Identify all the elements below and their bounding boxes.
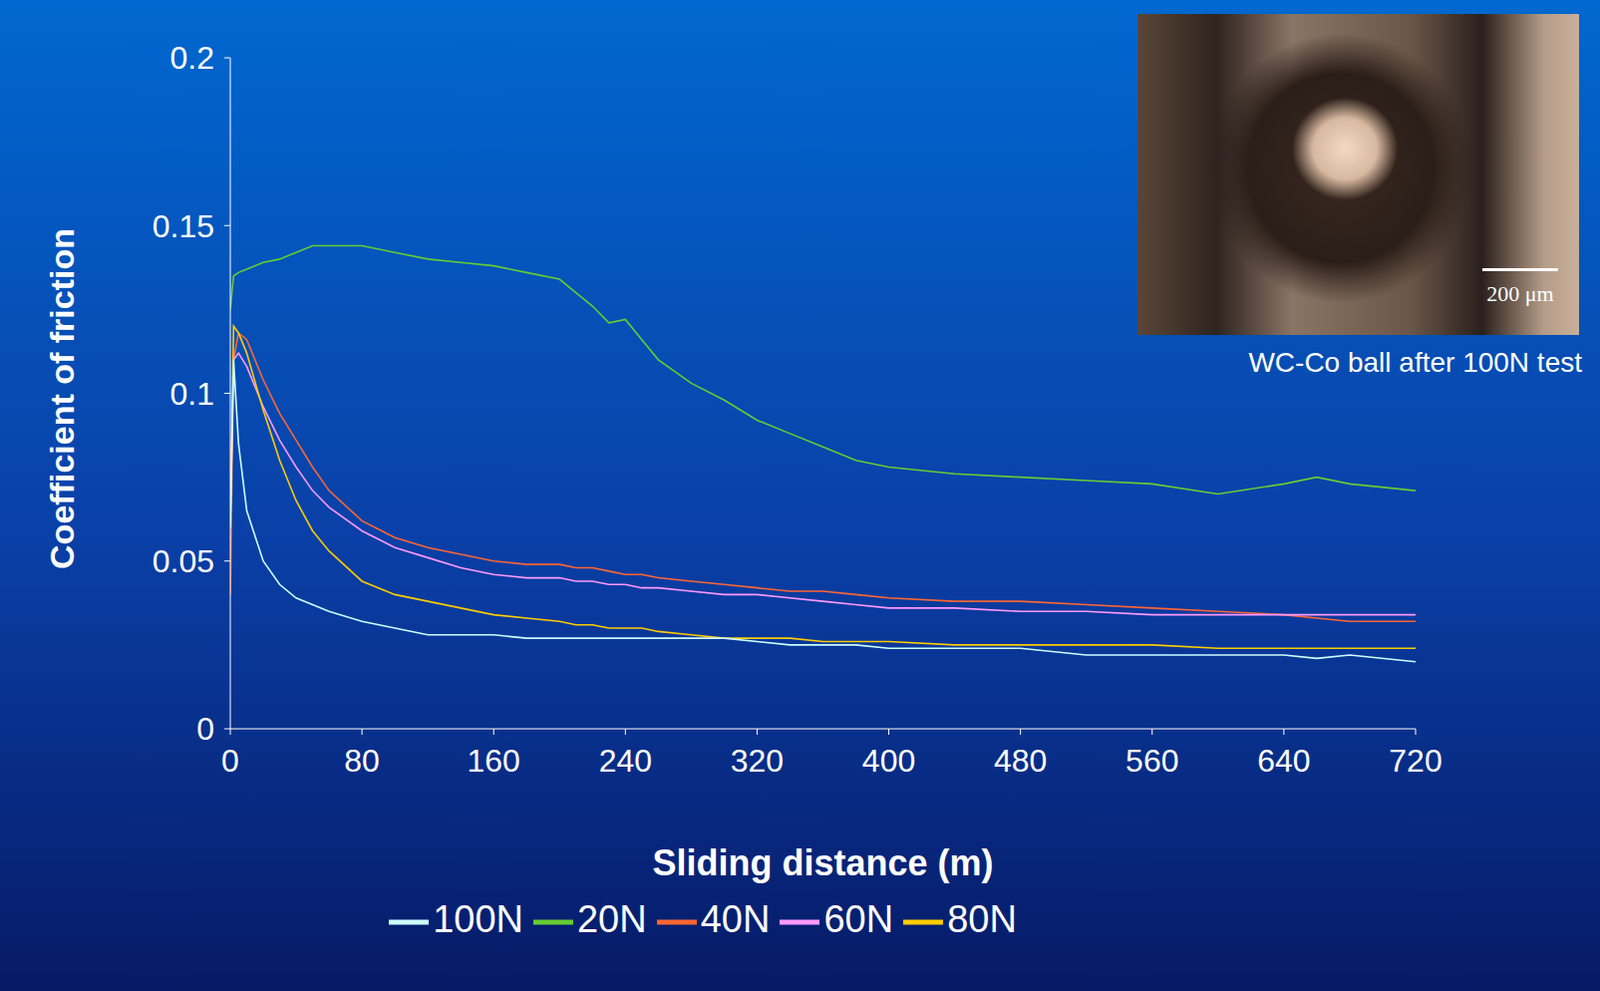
html-text:100N: 100N [432, 898, 524, 941]
html-text:20N: 20N [577, 898, 647, 941]
svg-text:720: 720 [1388, 742, 1442, 779]
html-text:WC-Co ball after 100N test: WC-Co ball after 100N test [1248, 346, 1583, 378]
html-text:200 μm: 200 μm [1486, 281, 1554, 307]
html-text:40N: 40N [700, 898, 770, 941]
svg-text:240: 240 [599, 742, 652, 779]
html-text:Coefficient of friction: Coefficient of friction [42, 227, 81, 569]
svg-text:160: 160 [467, 742, 521, 779]
svg-text:640: 640 [1257, 742, 1310, 779]
svg-text:560: 560 [1125, 742, 1179, 779]
svg-text:0.15: 0.15 [152, 208, 215, 245]
svg-text:0: 0 [196, 710, 215, 747]
html-text:Sliding distance (m): Sliding distance (m) [652, 842, 994, 884]
svg-text:0.2: 0.2 [170, 39, 215, 76]
svg-text:80: 80 [343, 742, 380, 779]
svg-text:320: 320 [730, 742, 784, 779]
svg-text:0: 0 [221, 742, 240, 779]
svg-text:0.1: 0.1 [170, 375, 215, 412]
svg-text:400: 400 [862, 742, 916, 779]
svg-text:480: 480 [993, 742, 1047, 779]
svg-text:0.05: 0.05 [152, 543, 215, 580]
html-text:80N: 80N [947, 898, 1017, 941]
html-text:60N: 60N [823, 898, 894, 941]
